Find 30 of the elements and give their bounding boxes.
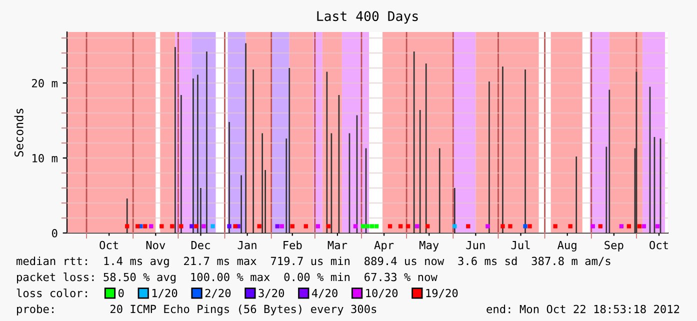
text: probe: 20 ICMP Echo Pings (56 Bytes) every 300s — [17, 304, 376, 316]
text: loss color: — [16, 288, 87, 298]
x-tick-label: Oct — [650, 240, 668, 250]
chart-title: Last 400 Days — [317, 11, 418, 24]
x-tick-label: Jul — [511, 240, 530, 250]
y-tick-label: 10 m — [32, 154, 58, 162]
text: packet loss: 58.50 % avg 100.00 % max 0.00 % min 67.33 % now — [17, 272, 438, 284]
x-tick-label: May — [420, 241, 439, 252]
legend-label: 10/20 — [366, 288, 398, 298]
x-tick-label: Aug — [558, 240, 576, 252]
x-tick-label: Feb — [284, 240, 302, 250]
x-tick-label: Nov — [146, 241, 166, 250]
y-axis-title: Seconds — [14, 108, 24, 157]
x-tick-label: Dec — [191, 241, 210, 250]
text: end: Mon Oct 22 18:53:18 2012 — [486, 304, 680, 314]
x-tick-label: Jun — [466, 241, 485, 250]
x-tick-label: Sep — [604, 240, 624, 252]
y-tick-label: 20 m — [32, 79, 58, 88]
x-tick-label: Jan — [238, 241, 256, 250]
x-tick-label: Mar — [328, 241, 348, 250]
legend-label: 0 — [118, 288, 124, 298]
legend-label: 1/20 — [152, 288, 178, 298]
legend-label: 19/20 — [426, 288, 458, 298]
text: median rtt: 1.4 ms avg 21.7 ms max 719.7 us min 889.4 us now 3.6 ms sd 387.8 m am/s — [16, 256, 610, 268]
x-tick-label: Oct — [100, 240, 118, 250]
legend-label: 4/20 — [312, 288, 338, 298]
x-tick-label: Apr — [374, 241, 394, 252]
legend-label: 2/20 — [205, 288, 231, 298]
legend-label: 3/20 — [258, 288, 284, 298]
y-tick-label: 0 — [52, 229, 58, 238]
